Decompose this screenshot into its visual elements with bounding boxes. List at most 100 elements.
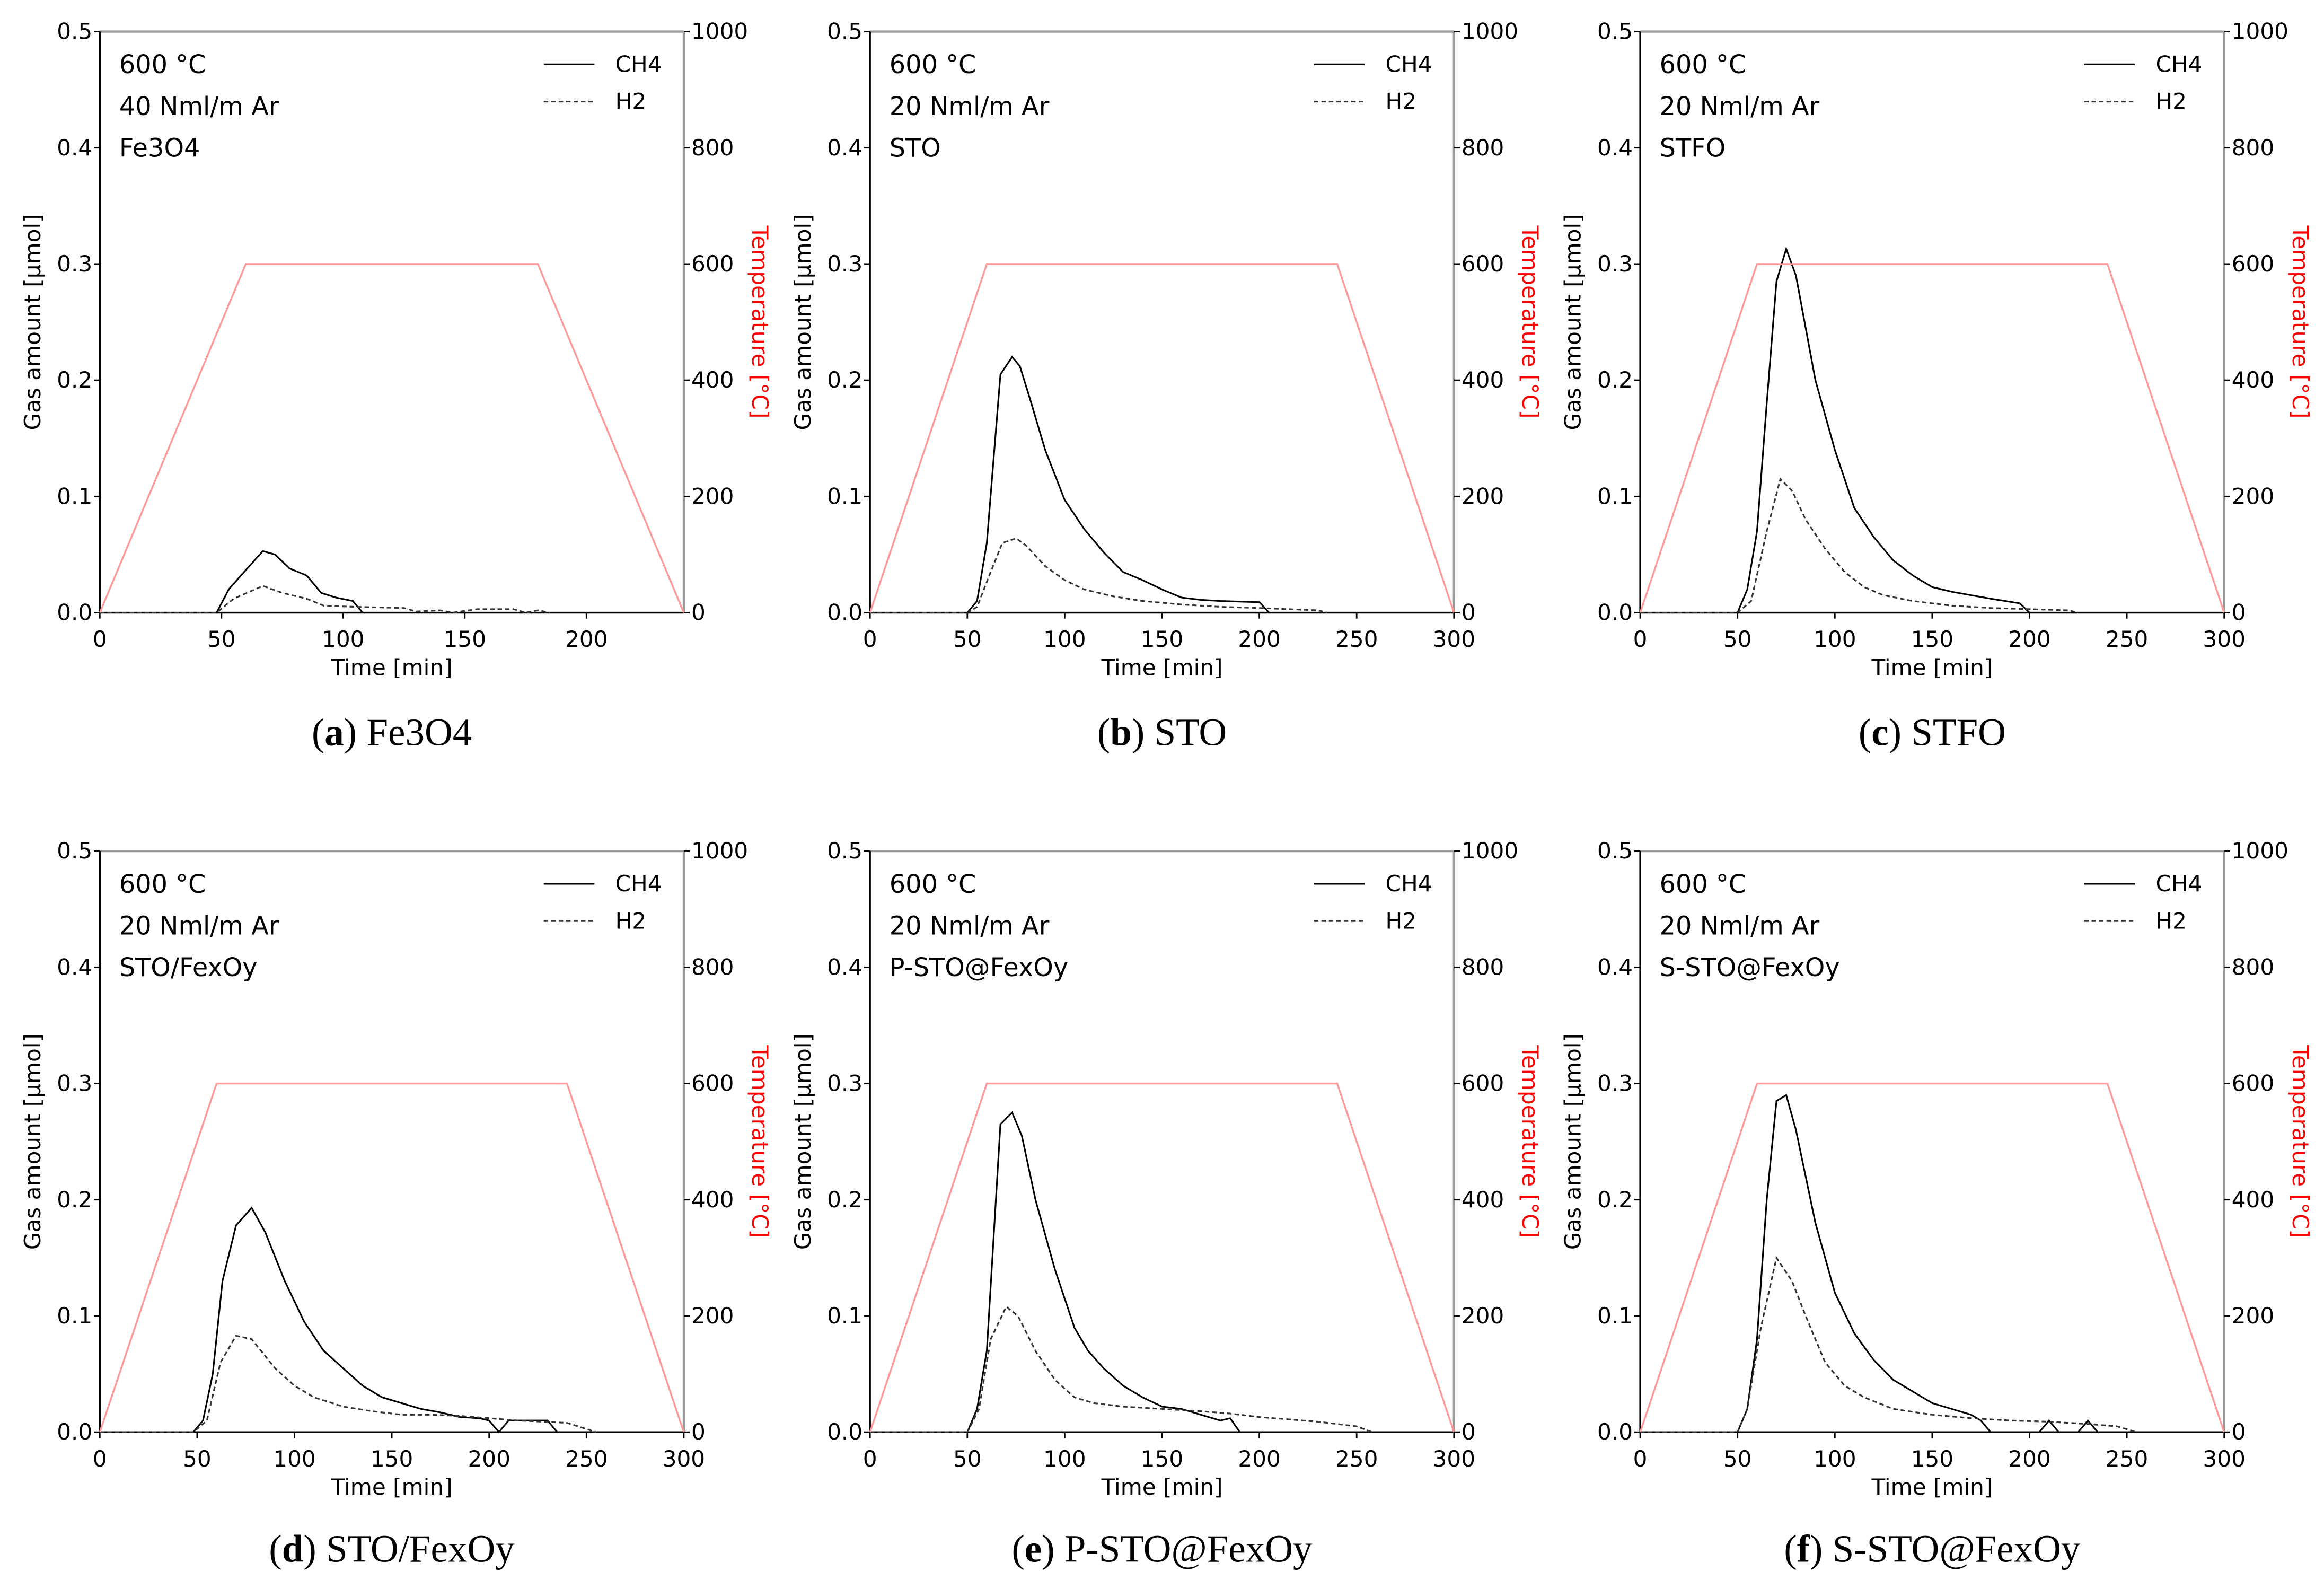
- y-tick-label: 0.5: [57, 19, 92, 45]
- y2-tick-label: 0: [2232, 600, 2246, 626]
- caption-letter: d: [282, 1528, 304, 1570]
- y-tick-label: 0.3: [827, 1070, 862, 1096]
- caption-letter: a: [324, 711, 344, 754]
- y2-tick-label: 0: [691, 600, 706, 626]
- x-tick-label: 100: [273, 1446, 315, 1472]
- y-tick-label: 0.4: [57, 954, 92, 980]
- legend-ch4-label: CH4: [1386, 51, 1432, 77]
- x-tick-label: 300: [1433, 1446, 1475, 1472]
- annotation-text: 20 Nml/m Ar: [1660, 92, 1820, 121]
- legend-ch4-label: CH4: [2155, 51, 2202, 77]
- y2-axis-label: Temperature [°C]: [2287, 1045, 2313, 1238]
- y2-tick-label: 400: [2232, 1187, 2274, 1213]
- y-axis-label: Gas amount [μmol]: [20, 214, 46, 430]
- panel-caption: (f) S-STO@FexOy: [1784, 1528, 2080, 1570]
- panel-caption: (e) P-STO@FexOy: [1011, 1528, 1313, 1570]
- y-tick-label: 0.4: [827, 954, 862, 980]
- y2-tick-label: 600: [2232, 1070, 2274, 1096]
- y-tick-label: 0.3: [57, 251, 92, 277]
- series-temperature-line: [99, 1082, 685, 1433]
- y-tick-label: 0.0: [827, 1419, 862, 1445]
- y-axis-label: Gas amount [μmol]: [20, 1033, 46, 1250]
- y-tick-label: 0.0: [57, 600, 92, 626]
- y-axis-label: Gas amount [μmol]: [1560, 1033, 1586, 1250]
- y2-tick-label: 1000: [691, 19, 748, 45]
- y-tick-label: 0.3: [827, 251, 862, 277]
- series-ch4-line: [100, 550, 684, 614]
- y-tick-label: 0.2: [57, 1187, 92, 1213]
- x-tick-label: 100: [1043, 626, 1086, 652]
- y-tick-label: 0.4: [57, 135, 92, 161]
- x-tick-label: 150: [1141, 1446, 1183, 1472]
- panel-e: 0.0 0.1 0.2 0.3 0.4 0.5 0 200 400 600 800 1000 0 50 10…: [790, 838, 1543, 1570]
- series-h2-line: [100, 585, 550, 614]
- x-tick-label: 100: [1814, 626, 1856, 652]
- y-tick-label: 0.4: [1597, 954, 1633, 980]
- x-axis-label: Time [min]: [1871, 1474, 1993, 1500]
- x-tick-label: 250: [565, 1446, 608, 1472]
- y2-tick-label: 800: [1462, 135, 1504, 161]
- panel-caption: (c) STFO: [1859, 711, 2006, 754]
- y2-tick-label: 200: [1462, 1303, 1504, 1329]
- x-tick-label: 0: [93, 1446, 107, 1472]
- series-ch4-line: [870, 1111, 1454, 1433]
- y2-tick-label: 400: [2232, 367, 2274, 393]
- y2-tick-label: 200: [691, 483, 734, 509]
- y2-tick-label: 1000: [2232, 838, 2288, 864]
- legend-ch4-label: CH4: [1386, 871, 1432, 897]
- panel-caption: (a) Fe3O4: [312, 711, 472, 754]
- y2-tick-label: 600: [691, 1070, 734, 1096]
- y2-tick-label: 800: [1462, 954, 1504, 980]
- legend-ch4-label: CH4: [615, 871, 662, 897]
- y-tick-label: 0.3: [1597, 251, 1633, 277]
- y2-tick-label: 400: [1462, 367, 1504, 393]
- y-tick-label: 0.1: [827, 1303, 862, 1329]
- series-temperature-line: [869, 263, 1455, 613]
- x-tick-label: 50: [953, 626, 982, 652]
- panel-c: 0.0 0.1 0.2 0.3 0.4 0.5 0 200 400 600 800 1000 0 50 10…: [1560, 19, 2313, 754]
- y2-tick-label: 1000: [1462, 19, 1518, 45]
- panel-caption: (b) STO: [1097, 711, 1227, 754]
- y2-tick-label: 800: [2232, 135, 2274, 161]
- y-tick-label: 0.2: [57, 367, 92, 393]
- y-tick-label: 0.4: [1597, 135, 1633, 161]
- x-axis-label: Time [min]: [1101, 655, 1223, 681]
- x-tick-label: 250: [2106, 1446, 2148, 1472]
- y2-tick-label: 400: [1462, 1187, 1504, 1213]
- y2-tick-label: 1000: [691, 838, 748, 864]
- y-tick-label: 0.0: [1597, 600, 1633, 626]
- x-tick-label: 150: [371, 1446, 413, 1472]
- y2-tick-label: 1000: [1462, 838, 1518, 864]
- y2-tick-label: 400: [691, 1187, 734, 1213]
- y2-tick-label: 600: [1462, 251, 1504, 277]
- y-tick-label: 0.0: [1597, 1419, 1633, 1445]
- panel-f: 0.0 0.1 0.2 0.3 0.4 0.5 0 200 400 600 800 1000 0 50 10…: [1560, 838, 2313, 1570]
- legend-ch4-label: CH4: [2155, 871, 2202, 897]
- x-tick-label: 300: [2203, 626, 2245, 652]
- y2-axis-label: Temperature [°C]: [1517, 1045, 1543, 1238]
- series-temperature-line: [1639, 263, 2225, 613]
- x-tick-label: 50: [1723, 1446, 1752, 1472]
- legend-h2-label: H2: [1386, 908, 1416, 934]
- series-h2-line: [870, 537, 1328, 614]
- y2-tick-label: 600: [691, 251, 734, 277]
- x-tick-label: 0: [863, 626, 877, 652]
- y-tick-label: 0.0: [827, 600, 862, 626]
- caption-text: STO/FexOy: [326, 1528, 515, 1570]
- annotation-text: 40 Nml/m Ar: [119, 92, 279, 121]
- x-tick-label: 150: [1911, 1446, 1953, 1472]
- y-tick-label: 0.5: [827, 19, 862, 45]
- y2-tick-label: 0: [1462, 600, 1476, 626]
- legend-ch4-label: CH4: [615, 51, 662, 77]
- y2-tick-label: 800: [691, 135, 734, 161]
- y2-tick-label: 400: [691, 367, 734, 393]
- x-tick-label: 250: [1335, 1446, 1378, 1472]
- x-axis-label: Time [min]: [1871, 655, 1993, 681]
- panel-b: 0.0 0.1 0.2 0.3 0.4 0.5 0 200 400 600 800 1000 0 50 10…: [790, 19, 1543, 754]
- y2-tick-label: 800: [2232, 954, 2274, 980]
- legend-h2-label: H2: [615, 89, 647, 115]
- y-tick-label: 0.5: [1597, 19, 1633, 45]
- annotation-text: STO/FexOy: [119, 953, 258, 982]
- y-axis-label: Gas amount [μmol]: [790, 1033, 816, 1250]
- x-tick-label: 250: [1335, 626, 1378, 652]
